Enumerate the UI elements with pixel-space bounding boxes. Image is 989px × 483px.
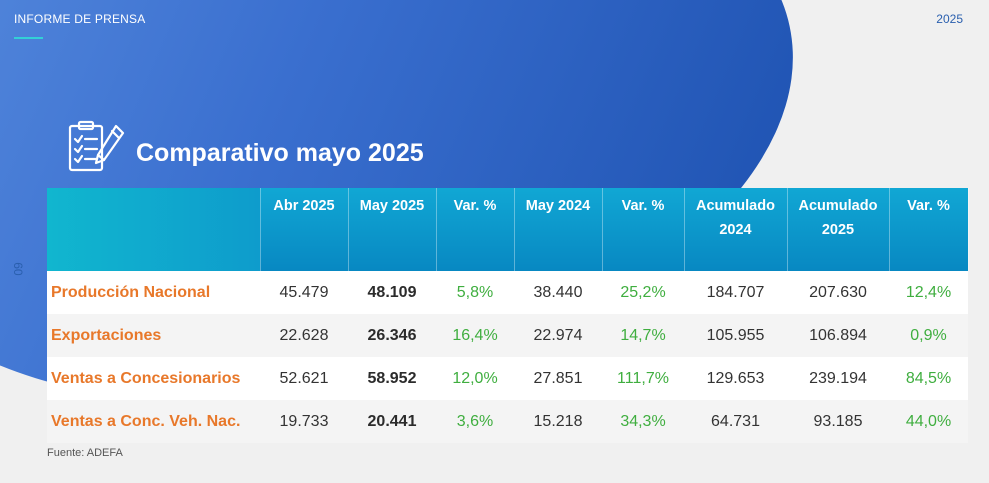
variation-cell: 16,4% <box>436 314 514 357</box>
table-cell: 22.974 <box>514 314 602 357</box>
source-note: Fuente: ADEFA <box>47 447 123 459</box>
table-cell: 26.346 <box>348 314 436 357</box>
table-cell: 27.851 <box>514 357 602 400</box>
header-year: 2025 <box>936 12 963 26</box>
table-header-corner <box>47 188 261 271</box>
column-header: Abr 2025 <box>260 188 349 271</box>
table-cell: 38.440 <box>514 271 602 314</box>
column-header: Var. % <box>436 188 515 271</box>
variation-cell: 0,9% <box>889 314 968 357</box>
variation-cell: 14,7% <box>602 314 684 357</box>
column-header: Var. % <box>889 188 969 271</box>
page-number: 09 <box>11 262 26 276</box>
table-cell: 19.733 <box>260 400 348 443</box>
variation-cell: 44,0% <box>889 400 968 443</box>
table-cell: 45.479 <box>260 271 348 314</box>
column-header: Acumulado 2024 <box>684 188 788 271</box>
table-cell: 52.621 <box>260 357 348 400</box>
table-cell: 239.194 <box>787 357 889 400</box>
row-label: Ventas a Concesionarios <box>47 357 260 400</box>
column-header: May 2025 <box>348 188 437 271</box>
table-header-row: Abr 2025 May 2025 Var. % May 2024 Var. %… <box>47 188 969 271</box>
row-label: Producción Nacional <box>47 271 260 314</box>
table-cell: 48.109 <box>348 271 436 314</box>
page-title: Comparativo mayo 2025 <box>136 139 424 167</box>
row-label: Exportaciones <box>47 314 260 357</box>
table-cell: 64.731 <box>684 400 787 443</box>
table-cell: 93.185 <box>787 400 889 443</box>
variation-cell: 12,4% <box>889 271 968 314</box>
comparison-table: Abr 2025 May 2025 Var. % May 2024 Var. %… <box>47 188 969 443</box>
table-row: Ventas a Concesionarios 52.621 58.952 12… <box>47 357 968 400</box>
table-cell: 207.630 <box>787 271 889 314</box>
column-header: May 2024 <box>514 188 603 271</box>
clipboard-checklist-pencil-icon <box>68 120 125 172</box>
header-label: INFORME DE PRENSA <box>14 12 146 26</box>
variation-cell: 111,7% <box>602 357 684 400</box>
table-cell: 22.628 <box>260 314 348 357</box>
header-underline <box>14 37 43 39</box>
table-row: Ventas a Conc. Veh. Nac. 19.733 20.441 3… <box>47 400 968 443</box>
variation-cell: 25,2% <box>602 271 684 314</box>
table-cell: 105.955 <box>684 314 787 357</box>
column-header: Acumulado 2025 <box>787 188 890 271</box>
table-row: Producción Nacional 45.479 48.109 5,8% 3… <box>47 271 968 314</box>
variation-cell: 5,8% <box>436 271 514 314</box>
table-cell: 106.894 <box>787 314 889 357</box>
table-cell: 184.707 <box>684 271 787 314</box>
table-cell: 129.653 <box>684 357 787 400</box>
variation-cell: 12,0% <box>436 357 514 400</box>
variation-cell: 84,5% <box>889 357 968 400</box>
table-cell: 20.441 <box>348 400 436 443</box>
row-label: Ventas a Conc. Veh. Nac. <box>47 400 260 443</box>
column-header: Var. % <box>602 188 685 271</box>
variation-cell: 3,6% <box>436 400 514 443</box>
table-cell: 58.952 <box>348 357 436 400</box>
table-cell: 15.218 <box>514 400 602 443</box>
variation-cell: 34,3% <box>602 400 684 443</box>
table-row: Exportaciones 22.628 26.346 16,4% 22.974… <box>47 314 968 357</box>
